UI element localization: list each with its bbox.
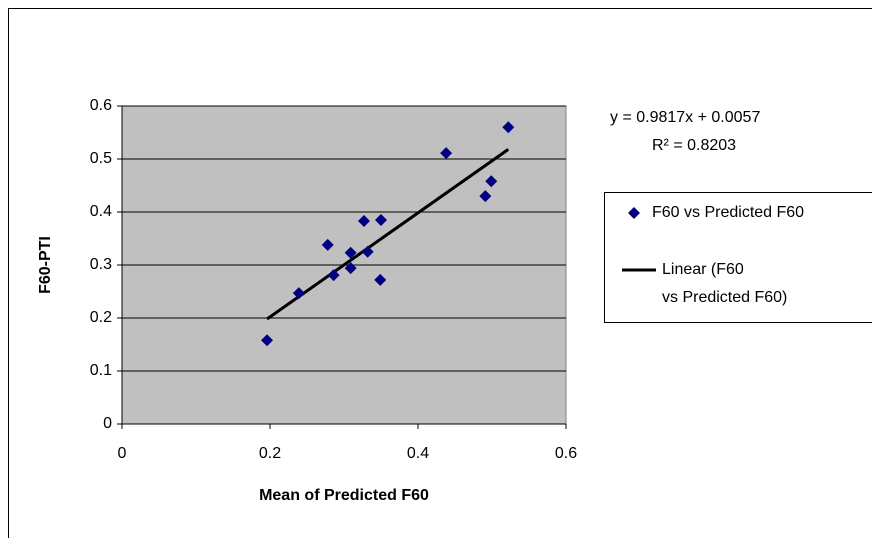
y-tick-label: 0.3 — [90, 256, 112, 273]
y-tick-label: 0.4 — [90, 203, 112, 220]
y-tick-label: 0.2 — [90, 309, 112, 326]
y-tick-label: 0.5 — [90, 150, 112, 167]
point — [375, 213, 387, 226]
y-axis-title: F60-PTI — [37, 236, 54, 294]
point — [344, 262, 357, 275]
x-axis-title: Mean of Predicted F60 — [259, 487, 429, 504]
trend-equation: y = 0.9817x + 0.0057 — [610, 109, 760, 126]
point — [485, 175, 498, 188]
legend-box — [604, 192, 872, 323]
point — [502, 121, 515, 134]
trend-r2: R² = 0.8203 — [652, 137, 736, 154]
x-tick-label: 0.2 — [259, 445, 281, 462]
point — [261, 334, 274, 347]
point — [374, 273, 387, 286]
legend-label: Linear (F60 vs Predicted F60) — [662, 261, 787, 306]
point — [344, 246, 357, 259]
point — [361, 245, 374, 258]
trendline — [266, 148, 510, 321]
point — [321, 238, 334, 251]
point — [292, 287, 305, 300]
x-tick-label: 0.4 — [407, 445, 429, 462]
y-tick-label: 0.6 — [90, 97, 112, 114]
point — [479, 190, 492, 203]
x-tick-label: 0.6 — [555, 445, 577, 462]
y-tick-label: 0 — [103, 415, 112, 432]
x-tick-label: 0 — [118, 445, 127, 462]
point — [357, 215, 370, 228]
point — [327, 269, 340, 282]
point — [440, 147, 453, 160]
legend-marker — [628, 207, 640, 219]
legend-label: F60 vs Predicted F60 — [652, 204, 804, 221]
y-tick-label: 0.1 — [90, 362, 112, 379]
